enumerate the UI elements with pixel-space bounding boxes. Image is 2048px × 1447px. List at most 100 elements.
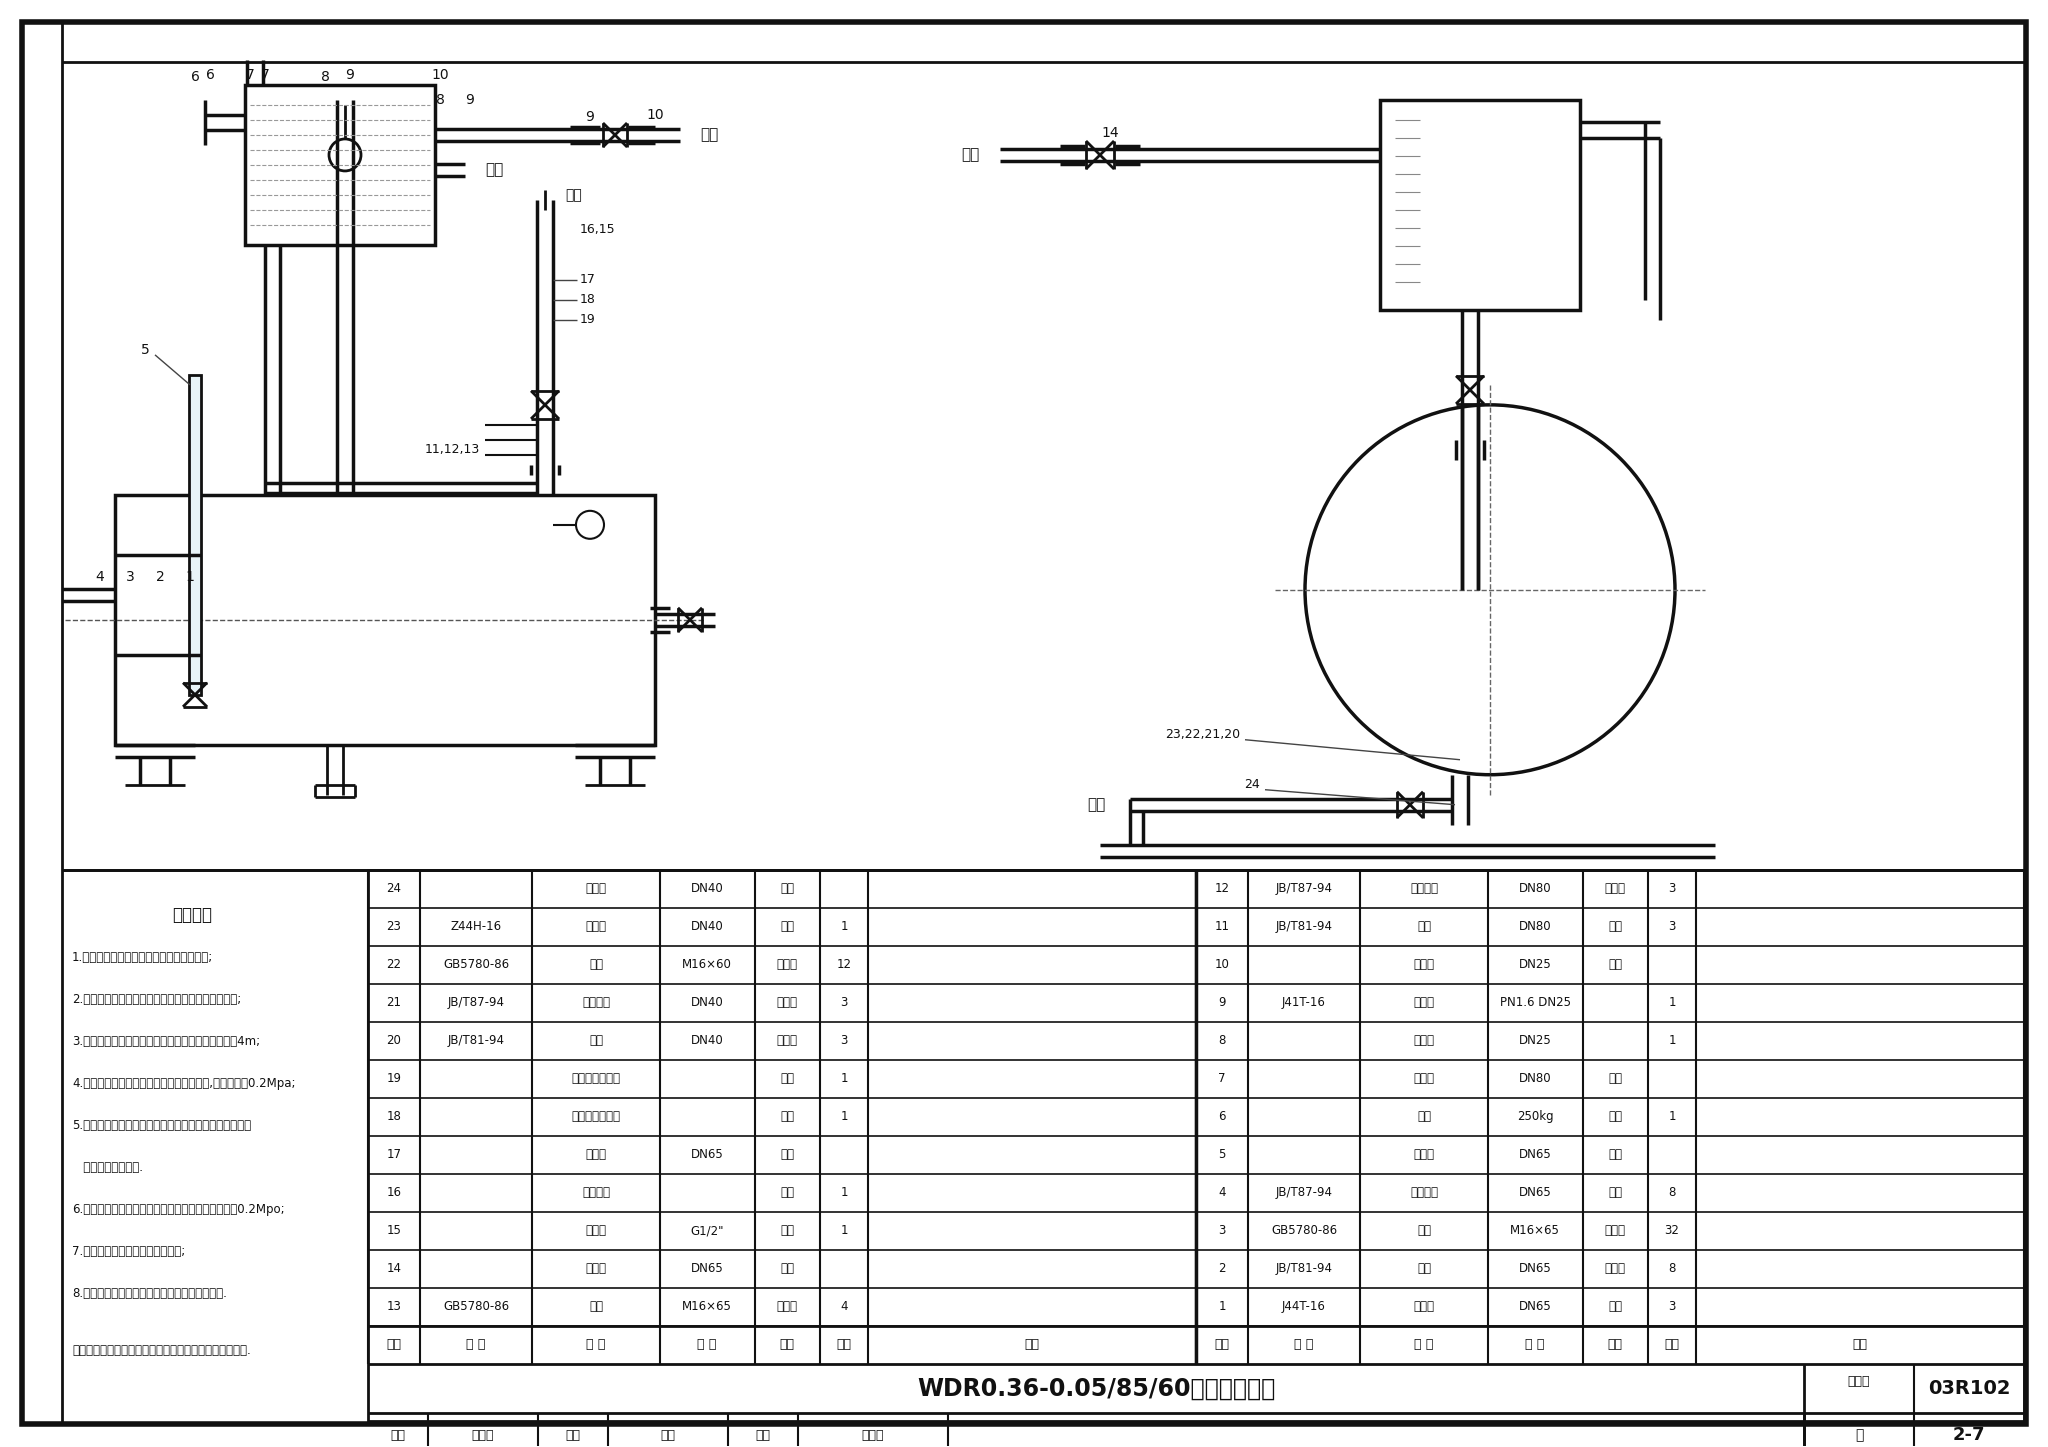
Text: M16×65: M16×65 — [682, 1299, 731, 1312]
Text: J44T-16: J44T-16 — [1282, 1299, 1325, 1312]
Text: GB5780-86: GB5780-86 — [442, 958, 510, 971]
Text: 4: 4 — [96, 570, 104, 583]
Text: DN25: DN25 — [1520, 958, 1552, 971]
Text: 4: 4 — [840, 1299, 848, 1312]
Text: 法兰衬垫: 法兰衬垫 — [1409, 883, 1438, 896]
Text: 1: 1 — [1219, 1299, 1227, 1312]
Text: 名 称: 名 称 — [1415, 1338, 1434, 1351]
Text: DN80: DN80 — [1520, 1072, 1550, 1085]
Text: 3: 3 — [1219, 1224, 1225, 1237]
Text: 1: 1 — [840, 1224, 848, 1237]
Text: 12: 12 — [1214, 883, 1229, 896]
Text: 出水: 出水 — [485, 162, 504, 178]
Text: 由厂家提供给用户.: 由厂家提供给用户. — [72, 1160, 143, 1174]
Text: DN65: DN65 — [1520, 1187, 1552, 1200]
Text: 校对: 校对 — [565, 1430, 580, 1443]
Text: 标准件: 标准件 — [776, 1035, 797, 1048]
Text: 法兰: 法兰 — [1417, 920, 1432, 933]
Text: 补水: 补水 — [700, 127, 719, 142]
Text: 组件: 组件 — [780, 1262, 795, 1275]
Text: 7: 7 — [260, 68, 270, 82]
Text: 材料: 材料 — [780, 1338, 795, 1351]
Text: DN40: DN40 — [690, 996, 723, 1009]
Text: WDR0.36-0.05/85/60管道仪表阀门: WDR0.36-0.05/85/60管道仪表阀门 — [918, 1376, 1276, 1401]
Text: 材料: 材料 — [1608, 1338, 1622, 1351]
Text: 3: 3 — [125, 570, 135, 583]
Text: 12: 12 — [836, 958, 852, 971]
Text: 组件: 组件 — [780, 1224, 795, 1237]
Text: 组件: 组件 — [780, 1187, 795, 1200]
Text: 技术要求: 技术要求 — [172, 906, 213, 923]
Text: 温度传感器丝座: 温度传感器丝座 — [571, 1072, 621, 1085]
Text: M16×60: M16×60 — [682, 958, 731, 971]
Text: GB5780-86: GB5780-86 — [1272, 1224, 1337, 1237]
Text: 截止阀: 截止阀 — [1413, 1299, 1434, 1312]
Text: 法兰衬垫: 法兰衬垫 — [1409, 1187, 1438, 1200]
Text: 23: 23 — [387, 920, 401, 933]
Text: 回水: 回水 — [963, 148, 981, 162]
Text: DN65: DN65 — [1520, 1262, 1552, 1275]
Text: 3.锅炉上部水箱液面与锅炉本体顶部标高差不得大于4m;: 3.锅炉上部水箱液面与锅炉本体顶部标高差不得大于4m; — [72, 1035, 260, 1048]
Text: 6: 6 — [190, 69, 199, 84]
Text: 补水管: 补水管 — [1413, 958, 1434, 971]
Text: PN1.6 DN25: PN1.6 DN25 — [1499, 996, 1571, 1009]
Text: G1/2": G1/2" — [690, 1224, 723, 1237]
Text: 9: 9 — [346, 68, 354, 82]
Text: 8.本图材料表内未列出的项目由项目自用户自理.: 8.本图材料表内未列出的项目由项目自用户自理. — [72, 1286, 227, 1299]
Text: 水位传感器丝座: 水位传感器丝座 — [571, 1110, 621, 1123]
Text: 组件: 组件 — [780, 920, 795, 933]
Text: 2.回水口可根据锅炉房的具体情况及调整方向和高度;: 2.回水口可根据锅炉房的具体情况及调整方向和高度; — [72, 993, 242, 1006]
Text: 球球阀: 球球阀 — [1413, 1035, 1434, 1048]
Bar — [1380, 100, 1579, 310]
Text: 3: 3 — [840, 996, 848, 1009]
Text: 4.安装完毕后，应与锅炉一起进行水压试验,试验压力为0.2Mpa;: 4.安装完毕后，应与锅炉一起进行水压试验,试验压力为0.2Mpa; — [72, 1077, 295, 1090]
Text: 注：本图根据北京天融环保设备中心产品的技术资料编制.: 注：本图根据北京天融环保设备中心产品的技术资料编制. — [72, 1344, 250, 1357]
Text: 备注: 备注 — [1024, 1338, 1040, 1351]
Text: 设计: 设计 — [756, 1430, 770, 1443]
Text: 5: 5 — [141, 343, 150, 357]
Text: 2-7: 2-7 — [1952, 1427, 1985, 1444]
Text: 24: 24 — [1245, 778, 1260, 792]
Text: 螺栓: 螺栓 — [590, 1299, 602, 1312]
Text: JB/T87-94: JB/T87-94 — [1276, 1187, 1333, 1200]
Text: 3: 3 — [1669, 883, 1675, 896]
Text: 螺栓: 螺栓 — [590, 958, 602, 971]
Text: 页: 页 — [1855, 1428, 1864, 1443]
Text: 6.使用单位每两年应进行一次水压试验，试验压力为0.2Mpo;: 6.使用单位每两年应进行一次水压试验，试验压力为0.2Mpo; — [72, 1202, 285, 1215]
Text: DN65: DN65 — [690, 1262, 723, 1275]
Text: 名 称: 名 称 — [586, 1338, 606, 1351]
Text: DN40: DN40 — [690, 883, 723, 896]
Text: 15: 15 — [387, 1224, 401, 1237]
Text: 1: 1 — [1669, 1110, 1675, 1123]
Text: 2: 2 — [1219, 1262, 1227, 1275]
Text: 组件: 组件 — [1608, 920, 1622, 933]
Text: 250kg: 250kg — [1518, 1110, 1552, 1123]
Text: 组件: 组件 — [780, 1147, 795, 1160]
Text: 6: 6 — [1219, 1110, 1227, 1123]
Text: 出水管: 出水管 — [586, 1147, 606, 1160]
Text: 11: 11 — [1214, 920, 1229, 933]
Text: 03R102: 03R102 — [1927, 1379, 2011, 1398]
Text: 21: 21 — [387, 996, 401, 1009]
Bar — [246, 85, 434, 245]
Text: 序号: 序号 — [387, 1338, 401, 1351]
Text: 10: 10 — [432, 68, 449, 82]
Text: DN65: DN65 — [1520, 1299, 1552, 1312]
Text: 18: 18 — [580, 294, 596, 307]
Text: 9: 9 — [586, 110, 594, 124]
Text: M16×65: M16×65 — [1509, 1224, 1561, 1237]
Text: 李义信: 李义信 — [862, 1430, 885, 1443]
Text: 回水管: 回水管 — [586, 1262, 606, 1275]
Text: 1.出水口可根据锅炉房的具体情况调整方向;: 1.出水口可根据锅炉房的具体情况调整方向; — [72, 951, 213, 964]
Text: 10: 10 — [647, 109, 664, 122]
Text: 1: 1 — [840, 1072, 848, 1085]
Text: 19: 19 — [387, 1072, 401, 1085]
Text: 6: 6 — [205, 68, 215, 82]
Text: 标准件: 标准件 — [1604, 883, 1626, 896]
Text: 1: 1 — [840, 1187, 848, 1200]
Text: 3: 3 — [1669, 1299, 1675, 1312]
Text: DN25: DN25 — [1520, 1035, 1552, 1048]
Text: 审核: 审核 — [391, 1430, 406, 1443]
Text: 23,22,21,20: 23,22,21,20 — [1165, 728, 1239, 741]
Text: 组件: 组件 — [1608, 1110, 1622, 1123]
